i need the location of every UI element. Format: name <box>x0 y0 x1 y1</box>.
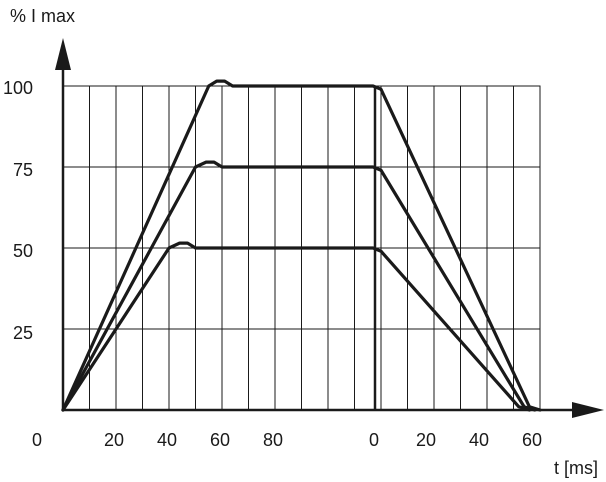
grid <box>62 85 541 411</box>
y-tick-75: 75 <box>13 160 33 180</box>
x-tick-20: 20 <box>104 430 124 450</box>
x-tick-0-second: 0 <box>369 430 379 450</box>
x-tick-40-second: 40 <box>469 430 489 450</box>
series-line-50 <box>61 241 532 412</box>
y-tick-50: 50 <box>13 241 33 261</box>
x-axis-label: t [ms] <box>554 458 598 478</box>
x-tick-60-second: 60 <box>522 430 542 450</box>
labels: % I max t [ms] 100 75 50 25 0 20 40 60 8… <box>3 6 598 478</box>
x-tick-40: 40 <box>157 430 177 450</box>
x-axis-arrow <box>572 402 604 418</box>
y-tick-25: 25 <box>13 323 33 343</box>
y-tick-100: 100 <box>3 78 33 98</box>
x-tick-20-second: 20 <box>416 430 436 450</box>
series-line-100 <box>61 79 542 412</box>
x-tick-0: 0 <box>32 430 42 450</box>
y-axis-arrow <box>55 38 71 70</box>
y-axis-label: % I max <box>10 6 75 26</box>
axes <box>55 38 604 418</box>
series-group <box>61 79 542 412</box>
series-line-75 <box>61 160 537 412</box>
x-tick-80: 80 <box>263 430 283 450</box>
x-tick-60: 60 <box>210 430 230 450</box>
